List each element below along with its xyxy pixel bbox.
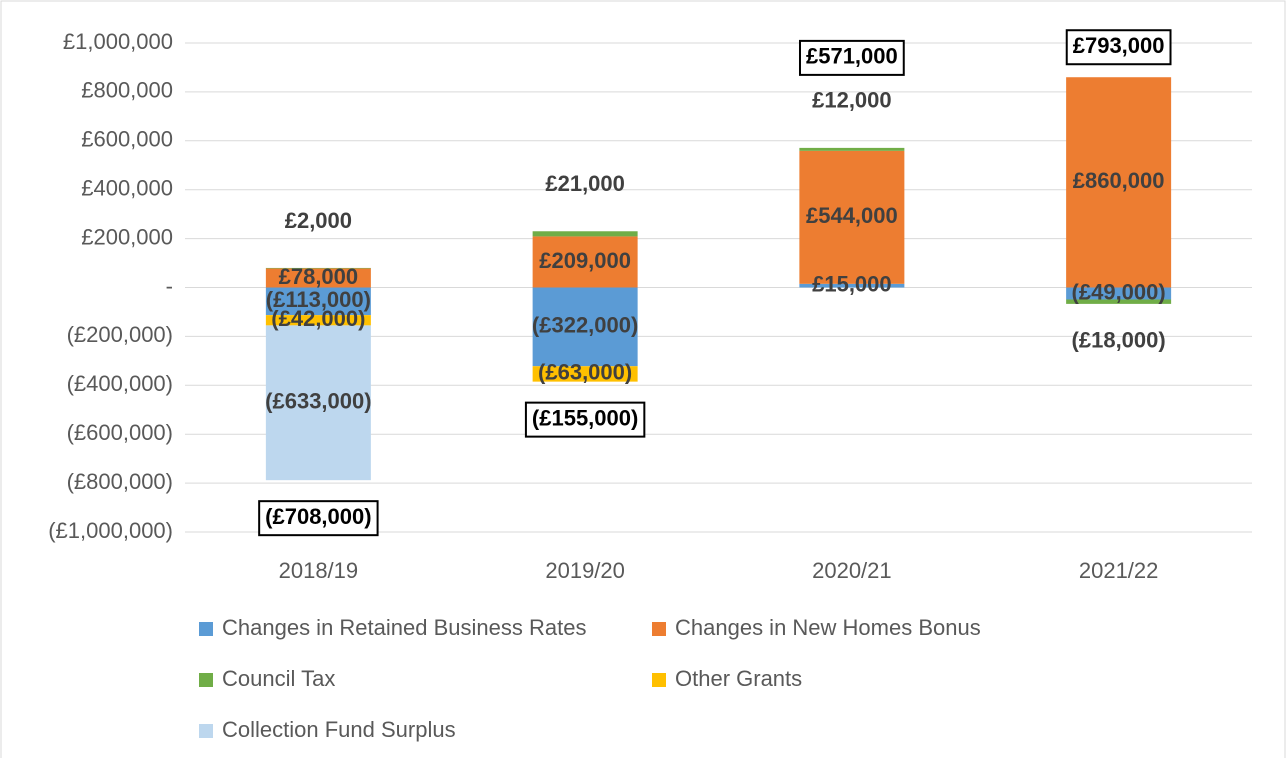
bar-segment [265, 325, 371, 481]
total-label: £571,000 [798, 39, 905, 76]
bar-segment [532, 236, 638, 288]
data-label: £15,000 [812, 271, 892, 296]
data-label: (£322,000) [532, 313, 638, 338]
bar-segment [265, 287, 371, 316]
bar-segment [799, 150, 905, 284]
data-label: £544,000 [806, 203, 898, 228]
data-label: £12,000 [812, 88, 892, 113]
y-tick-label: £800,000 [81, 78, 173, 103]
data-label: (£42,000) [271, 306, 365, 331]
legend-swatch [199, 622, 213, 636]
x-tick-label: 2020/21 [812, 558, 892, 583]
y-tick-label: (£200,000) [67, 322, 173, 347]
x-tick-label: 2021/22 [1079, 558, 1159, 583]
legend-label: Other Grants [675, 666, 802, 691]
data-label: (£63,000) [538, 360, 632, 385]
total-box [524, 401, 646, 438]
total-label: (£155,000) [524, 401, 646, 438]
bar-segment [799, 147, 905, 151]
x-tick-label: 2019/20 [545, 558, 625, 583]
legend-swatch [199, 673, 213, 687]
y-tick-label: (£1,000,000) [48, 518, 173, 543]
bar-segment [532, 287, 638, 367]
y-tick-label: £600,000 [81, 127, 173, 152]
total-box [1065, 29, 1172, 66]
data-label: £209,000 [539, 248, 631, 273]
legend-label: Collection Fund Surplus [222, 717, 456, 742]
total-label: (£708,000) [258, 500, 379, 537]
total-box [798, 39, 905, 76]
legend-swatch [652, 622, 666, 636]
total-text: £571,000 [806, 44, 898, 69]
bar-segment [265, 315, 371, 326]
y-tick-label: (£800,000) [67, 469, 173, 494]
total-text: £793,000 [1073, 33, 1165, 58]
bar-segment [1066, 299, 1172, 304]
legend-label: Changes in Retained Business Rates [222, 615, 586, 640]
y-tick-label: £400,000 [81, 176, 173, 201]
data-label: (£49,000) [1072, 279, 1166, 304]
data-label: £2,000 [285, 208, 352, 233]
legend-swatch [652, 673, 666, 687]
legend-swatch [199, 724, 213, 738]
total-text: (£155,000) [532, 405, 638, 430]
data-label: £21,000 [545, 171, 625, 196]
y-tick-label: (£400,000) [67, 371, 173, 396]
total-label: £793,000 [1065, 29, 1172, 66]
legend-label: Council Tax [222, 666, 335, 691]
y-tick-label: £1,000,000 [63, 29, 173, 54]
data-label: (£633,000) [265, 389, 371, 414]
x-tick-label: 2018/19 [279, 558, 359, 583]
total-box [258, 500, 379, 537]
y-tick-label: (£600,000) [67, 420, 173, 445]
data-label: £78,000 [279, 264, 359, 289]
data-label: (£113,000) [266, 287, 371, 312]
data-label: (£18,000) [1072, 328, 1166, 353]
y-tick-label: - [166, 273, 173, 298]
bar-segment [265, 268, 371, 288]
legend-label: Changes in New Homes Bonus [675, 615, 981, 640]
y-tick-label: £200,000 [81, 224, 173, 249]
bar-segment [1066, 287, 1172, 300]
bar-segment [799, 283, 905, 288]
total-text: (£708,000) [265, 504, 371, 529]
bar-segment [532, 231, 638, 237]
bar-segment [265, 267, 371, 269]
data-label: £860,000 [1073, 168, 1165, 193]
bar-segment [1066, 77, 1172, 288]
bar-segment [532, 366, 638, 382]
